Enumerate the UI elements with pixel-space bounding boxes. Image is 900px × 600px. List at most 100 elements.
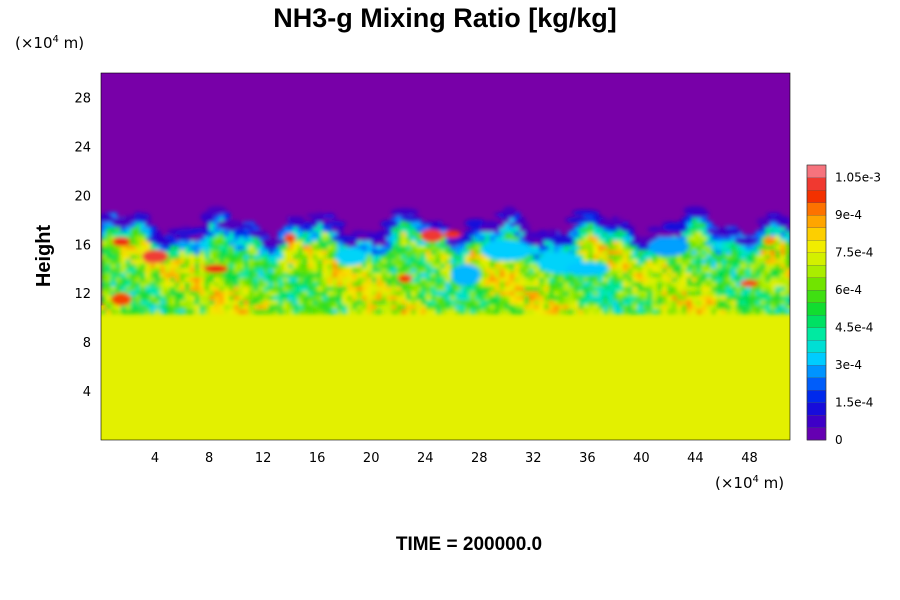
heatmap-cell xyxy=(671,267,679,273)
heatmap-cell xyxy=(627,303,634,310)
heatmap-cell xyxy=(263,253,270,260)
heatmap-cell xyxy=(253,294,260,301)
heatmap-cell xyxy=(376,285,383,292)
heatmap-cell xyxy=(494,271,501,278)
heatmap-cell xyxy=(292,289,300,296)
heatmap-cell xyxy=(785,280,790,287)
heatmap-cell xyxy=(524,258,531,264)
heatmap-cell xyxy=(481,220,501,230)
heatmap-cell xyxy=(716,280,723,287)
heatmap-cell xyxy=(125,235,132,242)
heatmap-cell xyxy=(140,289,147,296)
heatmap-cell xyxy=(292,299,300,305)
heatmap-cell xyxy=(430,276,437,283)
heatmap-cell xyxy=(696,221,703,228)
heatmap-cell xyxy=(386,262,393,269)
heatmap-cell xyxy=(632,248,639,255)
heatmap-cell xyxy=(105,258,113,264)
heatmap-cell xyxy=(775,271,782,278)
heatmap-cell xyxy=(263,276,270,283)
heatmap-cell xyxy=(740,253,747,260)
heatmap-cell xyxy=(391,276,398,283)
heatmap-cell xyxy=(297,289,304,296)
heatmap-cell xyxy=(479,271,487,278)
heatmap-cell xyxy=(430,308,437,314)
heatmap-cell xyxy=(135,248,142,255)
heatmap-cell xyxy=(666,294,674,301)
heatmap-cell xyxy=(411,303,418,310)
heatmap-cell xyxy=(233,303,240,310)
heatmap-cell xyxy=(539,248,546,255)
heatmap-cell xyxy=(347,239,354,246)
heatmap-cell xyxy=(322,303,329,310)
heatmap-cell xyxy=(411,308,418,314)
heatmap-cell xyxy=(214,294,221,301)
heatmap-cell xyxy=(598,258,605,264)
heatmap-cell xyxy=(652,308,659,314)
heatmap-cell xyxy=(652,289,659,296)
heatmap-cell xyxy=(233,308,240,314)
heatmap-cell xyxy=(770,267,777,273)
heatmap-cell xyxy=(332,308,339,314)
heatmap-cell xyxy=(209,276,216,283)
heatmap-cell xyxy=(435,267,442,273)
heatmap-cell xyxy=(261,238,286,247)
heatmap-cell xyxy=(573,244,580,251)
heatmap-cell xyxy=(568,239,575,246)
heatmap-cell xyxy=(607,244,615,251)
heatmap-cell xyxy=(519,226,526,232)
heatmap-cell xyxy=(711,258,718,264)
heatmap-cell xyxy=(637,276,644,283)
heatmap-cell xyxy=(475,303,482,310)
heatmap-cell xyxy=(110,248,117,255)
heatmap-cell xyxy=(258,244,265,251)
heatmap-cell xyxy=(618,225,635,231)
heatmap-cell xyxy=(294,219,308,225)
heatmap-cell xyxy=(465,299,472,305)
heatmap-cell xyxy=(169,303,177,310)
heatmap-cell xyxy=(622,253,629,260)
heatmap-cell xyxy=(420,276,428,283)
heatmap-cell xyxy=(401,262,408,269)
heatmap-cell xyxy=(327,262,334,269)
heatmap-cell xyxy=(770,280,777,287)
heatmap-cell xyxy=(361,258,368,264)
heatmap-cell xyxy=(189,248,196,255)
heatmap-cell xyxy=(288,267,295,273)
mixing-band xyxy=(101,206,790,314)
heatmap-cell xyxy=(406,299,413,305)
heatmap-cell xyxy=(701,308,708,314)
heatmap-cell xyxy=(735,244,742,251)
heatmap-cell xyxy=(711,308,718,314)
heatmap-cell xyxy=(321,220,346,228)
heatmap-cell xyxy=(273,244,280,251)
heatmap-cell xyxy=(160,294,167,301)
heatmap-cell xyxy=(617,230,624,237)
heatmap-cell xyxy=(588,280,595,287)
heatmap-cell xyxy=(573,303,580,310)
heatmap-cell xyxy=(524,276,531,283)
heatmap-cell xyxy=(125,308,132,314)
heatmap-cell xyxy=(233,280,240,287)
heatmap-cell xyxy=(760,226,767,232)
heatmap-cell xyxy=(203,264,228,273)
heatmap-cell xyxy=(455,244,462,251)
heatmap-cell xyxy=(401,226,408,232)
heatmap-cell xyxy=(514,299,521,305)
heatmap-cell xyxy=(411,267,418,273)
heatmap-cell xyxy=(101,294,108,301)
heatmap-cell xyxy=(509,280,516,287)
heatmap-cell xyxy=(312,230,319,237)
heatmap-cell xyxy=(435,308,442,314)
heatmap-cell xyxy=(233,244,240,251)
heatmap-cell xyxy=(475,258,482,264)
heatmap-cell xyxy=(499,299,506,305)
heatmap-cell xyxy=(342,262,349,269)
heatmap-cell xyxy=(278,267,285,273)
heatmap-cell xyxy=(691,267,698,273)
heatmap-cell xyxy=(125,258,132,264)
heatmap-cell xyxy=(209,303,216,310)
heatmap-cell xyxy=(150,276,157,283)
heatmap-cell xyxy=(607,308,615,314)
heatmap-cell xyxy=(194,267,201,273)
